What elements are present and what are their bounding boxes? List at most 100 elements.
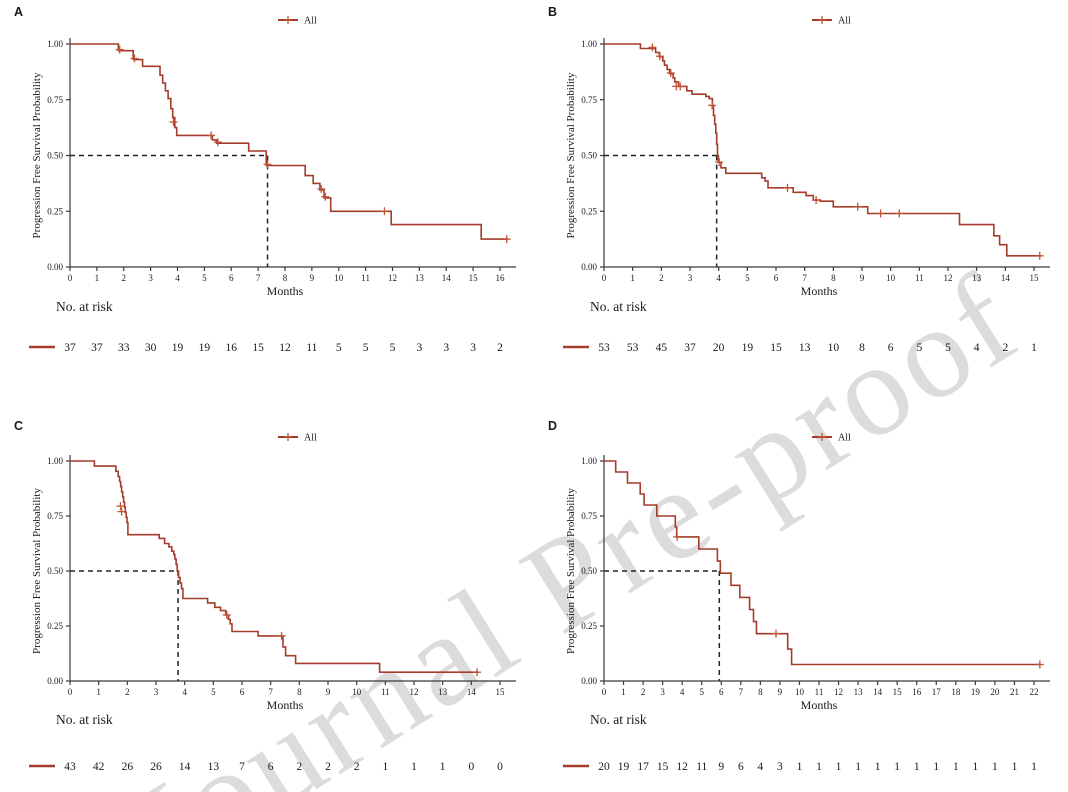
censor-mark [213,138,222,147]
x-tick-label: 9 [310,273,315,283]
x-tick-label: 9 [860,273,865,283]
censor-mark [715,158,724,167]
x-tick-label: 14 [873,687,883,697]
y-axis-title: Progression Free Survival Probability [565,488,577,654]
at-risk-count: 26 [122,761,134,773]
censor-mark [473,668,482,677]
censor-mark [666,68,675,77]
x-tick-label: 1 [621,687,626,697]
at-risk-count: 37 [684,342,696,354]
censor-mark [321,192,330,201]
legend: All [812,16,851,27]
at-risk-count: 2 [325,761,331,773]
censor-mark [676,82,685,91]
axes [600,38,1050,271]
at-risk-count: 1 [1031,761,1037,773]
at-risk-count: 2 [296,761,302,773]
x-axis-title: Months [267,698,304,712]
at-risk-count: 5 [945,342,951,354]
at-risk-count: 6 [888,342,894,354]
at-risk-count: 1 [411,761,417,773]
at-risk-count: 17 [637,761,649,773]
x-tick-label: 0 [68,273,73,283]
x-tick-label: 9 [326,687,331,697]
at-risk-count: 1 [440,761,446,773]
at-risk-count: 7 [239,761,245,773]
y-tick-label: 0.00 [47,676,63,686]
y-tick-label: 0.75 [581,95,597,105]
no-at-risk-label: No. at risk [56,299,113,314]
x-tick-label: 4 [175,273,180,283]
legend-censor-icon [284,16,292,24]
censor-mark [876,209,885,218]
at-risk-count: 5 [390,342,396,354]
axes [66,38,516,271]
censor-mark [655,52,664,61]
at-risk-count: 9 [718,761,724,773]
at-risk-count: 1 [855,761,861,773]
survival-curve [604,43,1042,257]
at-risk-count: 53 [598,342,610,354]
x-tick-label: 5 [745,273,750,283]
censor-mark [317,184,326,193]
x-axis-title: Months [801,698,838,712]
x-tick-label: 2 [659,273,664,283]
median-guide-lines [70,154,269,267]
median-guide-lines [70,570,179,681]
at-risk-count: 13 [799,342,811,354]
at-risk-count: 5 [336,342,342,354]
at-risk-count: 4 [974,342,980,354]
x-tick-label: 11 [381,687,390,697]
censor-mark [772,629,780,638]
x-tick-label: 2 [125,687,130,697]
censor-mark [207,131,216,140]
censor-mark [116,502,125,511]
y-tick-label: 0.75 [581,511,597,521]
x-tick-label: 16 [496,273,506,283]
at-risk-count: 1 [992,761,998,773]
x-tick-label: 10 [334,273,344,283]
x-tick-label: 5 [699,687,704,697]
at-risk-count: 13 [208,761,220,773]
survival-curve [70,43,509,240]
x-tick-label: 6 [774,273,779,283]
legend-censor-icon [284,433,292,441]
censor-mark [673,532,682,541]
at-risk-count: 1 [816,761,822,773]
x-tick-label: 11 [915,273,924,283]
at-risk-count: 42 [93,761,105,773]
at-risk-count: 12 [279,342,291,354]
x-tick-label: 10 [352,687,362,697]
y-axis-title: Progression Free Survival Probability [31,488,43,654]
at-risk-count: 37 [64,342,76,354]
at-risk-count: 0 [468,761,474,773]
at-risk-count: 37 [91,342,103,354]
censor-mark [783,183,792,192]
axes [600,455,1050,685]
at-risk-count: 14 [179,761,191,773]
x-tick-label: 4 [716,273,721,283]
censor-mark [502,235,511,244]
x-tick-label: 6 [240,687,245,697]
x-tick-label: 8 [297,687,302,697]
x-tick-label: 7 [802,273,807,283]
x-tick-label: 12 [388,273,397,283]
censor-mark [263,160,272,169]
x-tick-label: 3 [688,273,693,283]
legend-label: All [838,433,851,444]
at-risk-count: 15 [657,761,669,773]
at-risk-count: 5 [363,342,369,354]
at-risk-count: 1 [875,761,881,773]
x-tick-label: 2 [641,687,646,697]
censor-mark [130,54,139,63]
at-risk-count: 20 [713,342,725,354]
x-axis-title: Months [801,284,838,298]
legend-censor-icon [818,16,826,24]
at-risk-count: 2 [1002,342,1008,354]
y-tick-label: 1.00 [581,39,597,49]
x-tick-label: 3 [660,687,665,697]
survival-curve [604,460,1041,666]
x-tick-label: 13 [415,273,425,283]
